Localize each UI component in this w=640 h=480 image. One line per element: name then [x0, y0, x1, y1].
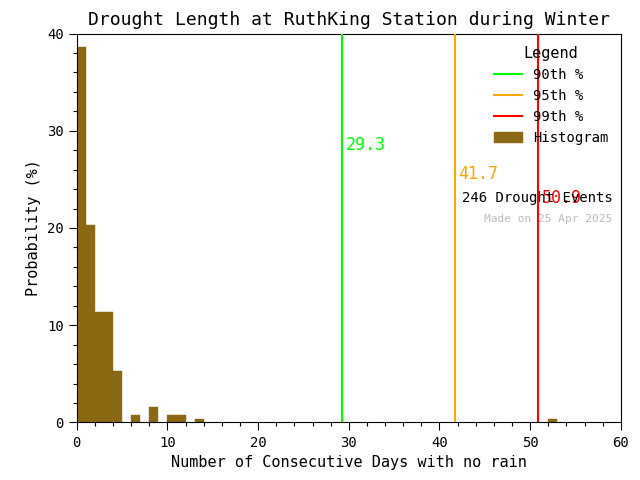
Bar	[131, 415, 140, 422]
Text: 29.3: 29.3	[346, 136, 386, 154]
Text: 246 Drought Events: 246 Drought Events	[462, 191, 612, 205]
Bar	[104, 312, 113, 422]
Y-axis label: Probability (%): Probability (%)	[26, 159, 42, 297]
Bar	[95, 312, 104, 422]
Text: 41.7: 41.7	[458, 165, 499, 183]
Bar	[149, 407, 158, 422]
Text: Made on 25 Apr 2025: Made on 25 Apr 2025	[484, 215, 612, 224]
Bar	[113, 371, 122, 422]
Bar	[177, 415, 186, 422]
Bar	[168, 415, 177, 422]
Bar	[195, 419, 204, 422]
Text: 50.9: 50.9	[542, 189, 582, 207]
Legend: 90th %, 95th %, 99th %, Histogram: 90th %, 95th %, 99th %, Histogram	[488, 40, 614, 150]
Bar	[86, 225, 95, 422]
Title: Drought Length at RuthKing Station during Winter: Drought Length at RuthKing Station durin…	[88, 11, 610, 29]
X-axis label: Number of Consecutive Days with no rain: Number of Consecutive Days with no rain	[171, 455, 527, 470]
Bar	[548, 419, 557, 422]
Bar	[77, 47, 86, 422]
